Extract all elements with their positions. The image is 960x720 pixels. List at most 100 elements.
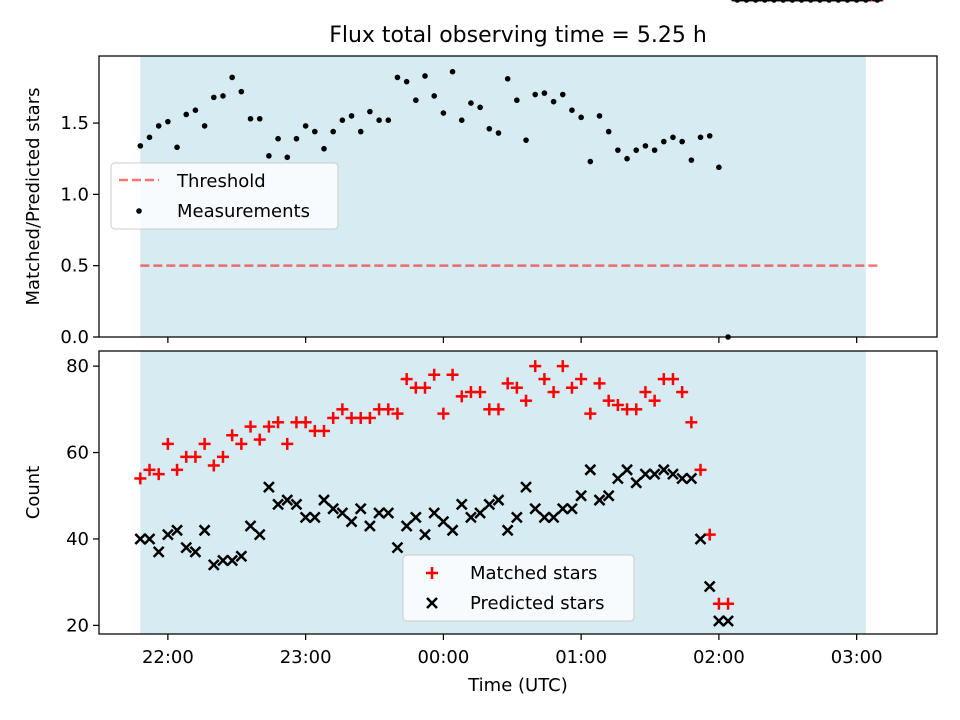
matched-star-point: [272, 416, 285, 429]
predicted-star-point: [529, 502, 542, 515]
measurement-point: [394, 74, 401, 81]
matched-star-point: [171, 463, 184, 476]
count-y-axis-label: Count: [23, 466, 44, 519]
matched-star-point: [363, 411, 376, 424]
predicted-star-point: [621, 463, 633, 476]
matched-star-point: [244, 420, 257, 433]
predicted-star-point: [327, 502, 340, 515]
predicted-star-point: [630, 476, 643, 489]
ratio-legend: Threshold Measurements: [110, 162, 339, 230]
measurement-point: [458, 117, 465, 123]
predicted-star-point: [474, 507, 487, 519]
measurement-point: [312, 128, 318, 135]
matched-stars-points: [134, 0, 884, 610]
predicted-star-point: [217, 554, 229, 567]
matched-star-point: [602, 394, 615, 407]
matched-star-point: [722, 597, 735, 610]
measurement-point: [651, 147, 658, 153]
matched-star-point: [565, 381, 578, 394]
predicted-star-point: [483, 498, 496, 511]
matched-star-point: [327, 411, 340, 424]
predicted-star-point: [428, 507, 441, 519]
predicted-star-point: [538, 511, 551, 524]
matched-star-point: [134, 472, 147, 485]
predicted-legend-label: Predicted stars: [470, 593, 604, 614]
measurement-point: [532, 91, 539, 98]
predicted-star-point: [272, 498, 284, 511]
measurement-point: [385, 117, 392, 123]
measurement-point: [569, 107, 575, 114]
predicted-star-point: [455, 498, 468, 511]
measurement-point: [376, 117, 382, 123]
predicted-star-point: [676, 472, 689, 485]
predicted-star-point: [510, 511, 523, 524]
measurement-point: [697, 134, 704, 141]
predicted-star-point: [281, 494, 294, 506]
matched-star-point: [281, 437, 294, 450]
ratio-panel-frame: [98, 55, 938, 338]
measurement-point: [495, 130, 502, 136]
measurement-point: [431, 93, 438, 99]
matched-star-point: [152, 468, 165, 481]
measurement-point: [284, 154, 291, 161]
predicted-star-point: [189, 546, 202, 558]
predicted-star-point: [685, 472, 698, 485]
measurement-point: [615, 147, 621, 153]
measurement-point: [642, 143, 649, 149]
measurement-point: [247, 115, 254, 122]
measurement-point: [137, 143, 144, 149]
measurement-point: [514, 97, 520, 104]
measurement-point: [238, 88, 245, 95]
measurement-point: [706, 133, 713, 139]
count-y-ticks: 20 40 60 80: [66, 356, 99, 636]
measurement-point: [660, 138, 667, 145]
matched-star-point: [317, 424, 330, 437]
predicted-star-point: [694, 533, 707, 545]
y-tick-label: 80: [66, 356, 89, 377]
matched-star-point: [666, 373, 679, 386]
predicted-star-point: [134, 533, 147, 545]
predicted-star-point: [207, 558, 220, 571]
predicted-star-point: [575, 489, 588, 502]
predicted-star-point: [152, 546, 165, 558]
measurement-point: [670, 134, 676, 141]
matched-star-point: [226, 429, 239, 442]
matched-legend-swatch: [426, 567, 438, 579]
matched-star-point: [216, 450, 229, 463]
measurement-point: [624, 155, 630, 162]
predicted-star-point: [713, 615, 725, 627]
predicted-star-point: [336, 507, 349, 519]
count-panel-frame: [98, 350, 938, 635]
predicted-star-point: [409, 511, 422, 524]
matched-star-point: [492, 403, 505, 416]
predicted-star-point: [639, 468, 652, 481]
predicted-star-point: [657, 463, 670, 476]
measurement-point: [550, 98, 557, 105]
matched-star-point: [446, 368, 459, 381]
matched-star-point: [253, 433, 266, 446]
measurement-point: [716, 164, 722, 171]
matched-star-point: [143, 463, 156, 476]
predicted-star-point: [584, 463, 597, 476]
y-tick-label: 1.5: [60, 113, 89, 134]
measurement-point: [293, 135, 300, 142]
measurement-point: [174, 144, 180, 151]
matched-star-point: [455, 390, 468, 403]
matched-star-point: [391, 407, 404, 420]
predicted-star-point: [253, 528, 266, 541]
y-tick-label: 60: [66, 443, 89, 464]
measurement-point: [449, 68, 456, 75]
matched-star-point: [685, 416, 698, 429]
predicted-star-point: [373, 507, 385, 519]
measurement-point: [201, 123, 208, 129]
measurement-point: [165, 118, 171, 125]
measurement-point: [422, 73, 428, 79]
y-tick-label: 0.5: [60, 256, 89, 277]
predicted-star-point: [354, 502, 367, 515]
measurements-legend-label: Measurements: [177, 201, 310, 222]
predicted-star-point: [318, 494, 330, 506]
matched-star-point: [207, 459, 220, 472]
ratio-y-ticks: 0.0 0.5 1.0 1.5: [60, 113, 99, 348]
